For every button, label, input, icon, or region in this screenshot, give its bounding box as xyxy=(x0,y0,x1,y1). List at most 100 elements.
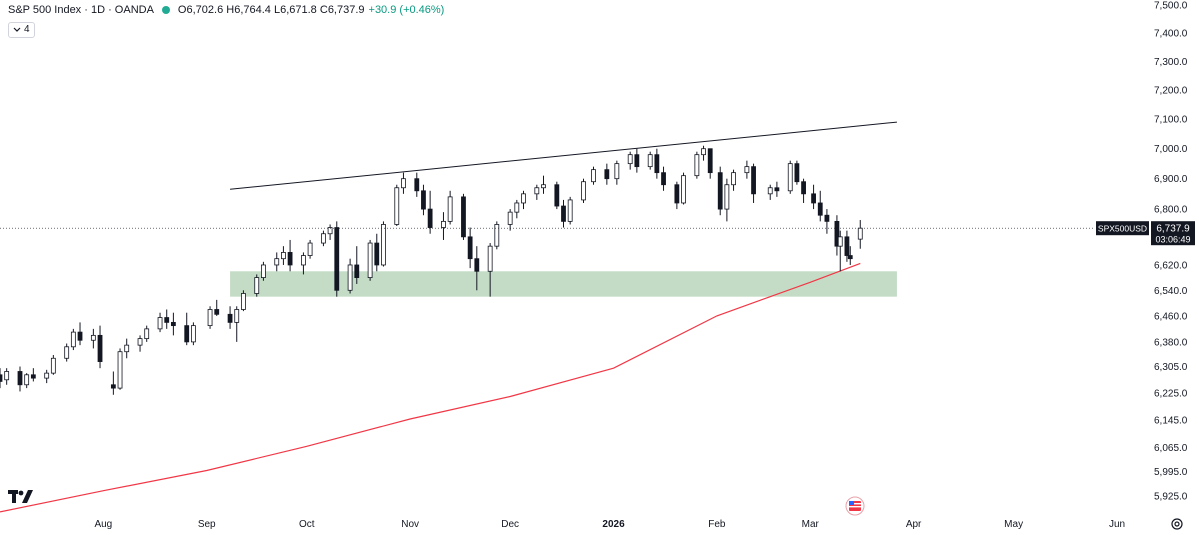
sma-line[interactable] xyxy=(0,262,861,513)
x-tick-label: Sep xyxy=(198,519,216,530)
candle-body xyxy=(184,325,190,343)
candle-body xyxy=(170,321,176,327)
candle xyxy=(334,221,340,297)
candle-body xyxy=(374,242,380,266)
candle xyxy=(717,166,723,216)
candle-body xyxy=(817,202,823,216)
candle xyxy=(521,190,526,210)
candle-body xyxy=(117,351,123,389)
high-value: 6,764.4 xyxy=(234,4,271,16)
candle xyxy=(591,166,596,185)
candle-body xyxy=(787,163,793,192)
candle-body xyxy=(227,313,233,323)
candle xyxy=(634,148,640,173)
candle-body xyxy=(261,264,266,278)
candle xyxy=(627,151,633,170)
candle-body xyxy=(694,154,700,177)
candle-body xyxy=(354,264,360,278)
candle xyxy=(847,246,853,265)
candle-body xyxy=(604,169,610,180)
candle-body xyxy=(414,178,420,192)
candle xyxy=(561,199,566,228)
candle-body xyxy=(17,371,23,386)
candle-body xyxy=(97,334,103,362)
y-tick-label: 7,500.0 xyxy=(1154,1,1188,12)
support-zone[interactable] xyxy=(230,271,897,297)
symbol-title[interactable]: S&P 500 Index · 1D · OANDA xyxy=(8,4,154,16)
candle xyxy=(261,261,266,281)
candle-body xyxy=(701,148,706,156)
candle xyxy=(70,328,76,351)
candle-body xyxy=(834,220,840,247)
chevron-down-icon xyxy=(13,27,21,32)
candle xyxy=(817,190,823,222)
y-tick-label: 6,305.0 xyxy=(1154,362,1188,373)
ohlc-readout: O6,702.6 H6,764.4 L6,671.8 C6,737.9 xyxy=(177,4,365,16)
indicators-toggle-button[interactable]: 4 xyxy=(8,22,35,38)
candle-body xyxy=(401,178,406,189)
price-tag-bg xyxy=(1151,221,1195,246)
candle-body xyxy=(717,172,723,210)
candle-body xyxy=(44,372,50,379)
chart-header: S&P 500 Index · 1D · OANDA O6,702.6 H6,7… xyxy=(8,4,444,16)
candles xyxy=(0,145,863,395)
candle xyxy=(801,178,806,203)
candle xyxy=(394,184,400,227)
candle-body xyxy=(707,148,713,174)
candle-body xyxy=(521,193,526,204)
candle xyxy=(157,312,163,333)
candle-body xyxy=(64,346,70,359)
candle-body xyxy=(281,252,286,260)
x-tick-label: Jun xyxy=(1109,519,1125,530)
x-tick-label: Apr xyxy=(906,519,922,530)
candle xyxy=(707,148,713,179)
candle-body xyxy=(447,196,453,222)
y-tick-label: 7,200.0 xyxy=(1154,86,1188,97)
candle xyxy=(701,145,706,161)
candle xyxy=(567,196,573,225)
candle-body xyxy=(837,236,843,247)
candle-body xyxy=(334,227,340,291)
y-tick-label: 6,620.0 xyxy=(1154,260,1188,271)
candle xyxy=(281,246,286,265)
candle xyxy=(811,184,816,210)
time-axis[interactable]: Aug Sep Oct Nov Dec 2026 Feb Mar Apr May Jun xyxy=(94,519,1125,530)
candle xyxy=(421,184,426,216)
tradingview-logo-icon[interactable] xyxy=(8,490,34,504)
candle-body xyxy=(534,187,540,195)
candle-body xyxy=(347,264,353,291)
candle-body xyxy=(674,184,680,204)
candle-body xyxy=(421,190,426,210)
trendline[interactable] xyxy=(230,121,897,190)
candle xyxy=(24,373,30,389)
candle-body xyxy=(627,154,633,165)
support-zone-rect[interactable] xyxy=(230,271,897,297)
candle-body xyxy=(427,208,433,228)
candle xyxy=(44,369,50,384)
close-value: 6,737.9 xyxy=(327,4,365,16)
candle-body xyxy=(190,325,196,343)
y-tick-label: 6,460.0 xyxy=(1154,311,1188,322)
candle xyxy=(751,163,756,203)
candle xyxy=(447,190,453,225)
price-axis[interactable]: 7,500.0 7,400.0 7,300.0 7,200.0 7,100.0 7,000… xyxy=(1154,1,1188,503)
y-tick-label: 6,380.0 xyxy=(1154,337,1188,348)
resistance-trendline[interactable] xyxy=(230,121,897,190)
candle xyxy=(857,220,863,249)
candle xyxy=(17,366,23,392)
candle-body xyxy=(90,334,96,341)
candle xyxy=(117,348,123,390)
y-tick-label: 6,540.0 xyxy=(1154,286,1188,297)
candle-body xyxy=(507,211,513,225)
candle-body xyxy=(137,338,143,346)
flag-icon[interactable] xyxy=(845,496,865,516)
candle-body xyxy=(124,344,130,353)
candle-body xyxy=(681,175,686,204)
candle-body xyxy=(234,309,240,323)
candle-body xyxy=(514,202,520,213)
moving-average-line[interactable] xyxy=(0,262,861,513)
candle-body xyxy=(327,227,333,235)
candle-body xyxy=(731,172,736,186)
gear-icon[interactable] xyxy=(1170,517,1184,531)
